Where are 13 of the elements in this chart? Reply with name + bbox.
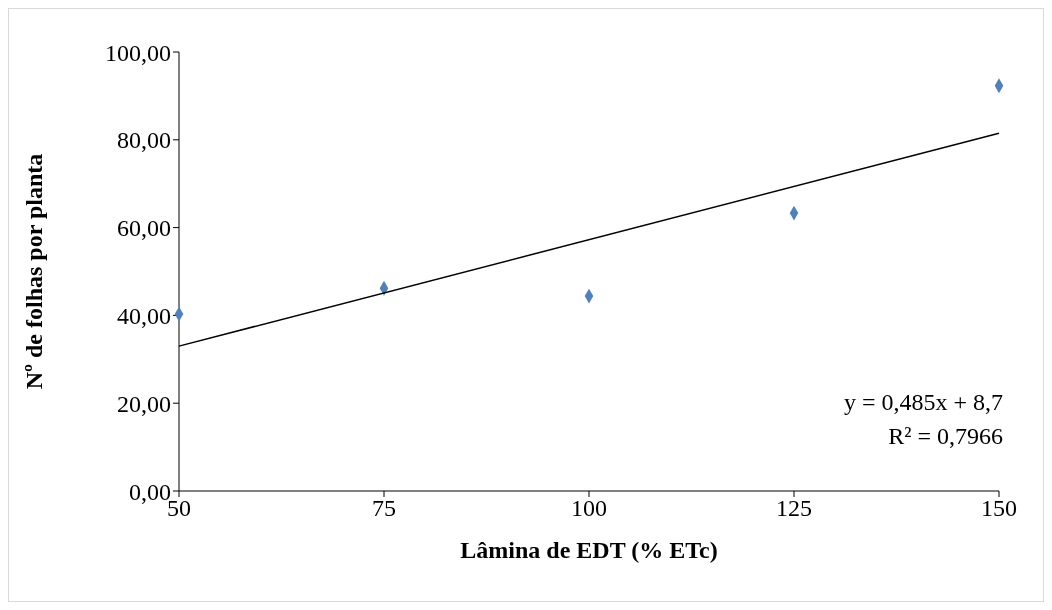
y-tick-label: 60,00	[117, 215, 171, 242]
y-axis-title: Nº de folhas por planta	[20, 153, 47, 390]
x-tick-label: 150	[981, 495, 1017, 522]
y-tick-label: 80,00	[117, 127, 171, 154]
x-tick-label: 100	[571, 495, 607, 522]
annotation: y = 0,485x + 8,7	[843, 388, 1003, 417]
y-tick-label: 100,00	[105, 39, 171, 66]
x-axis-title: Lâmina de EDT (% ETc)	[460, 537, 718, 564]
y-tick-label: 20,00	[117, 390, 171, 417]
x-tick-label: 125	[776, 495, 812, 522]
annotation: R² = 0,7966	[887, 422, 1003, 451]
y-tick-label: 40,00	[117, 302, 171, 329]
x-tick-label: 75	[372, 495, 396, 522]
